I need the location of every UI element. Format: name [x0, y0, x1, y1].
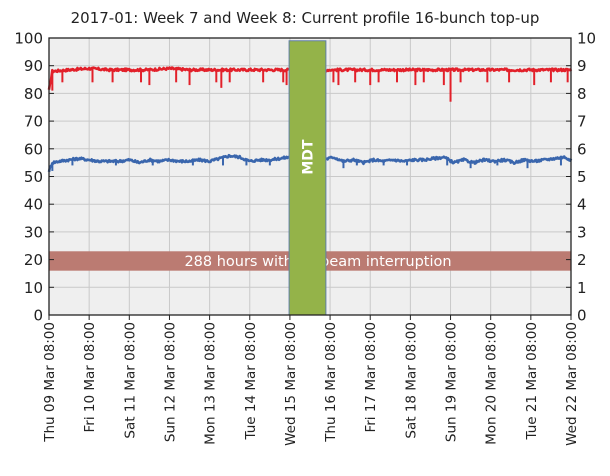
y-left-tick-label: 60: [24, 140, 43, 158]
x-tick-label: Fri 10 Mar 08:00: [82, 322, 98, 433]
y-left-tick-label: 20: [24, 251, 43, 269]
y-left-tick-label: 10: [24, 279, 43, 297]
x-tick-label: Mon 20 Mar 08:00: [484, 322, 500, 445]
x-tick-label: Sat 11 Mar 08:00: [122, 322, 138, 439]
y-left-tick-label: 100: [14, 30, 43, 48]
y-right-tick-label: 3: [577, 223, 587, 241]
x-tick-label: Sun 12 Mar 08:00: [162, 322, 178, 442]
y-left-tick-label: 70: [24, 113, 43, 131]
series-line-0: [47, 66, 573, 90]
x-tick-label: Tue 21 Mar 08:00: [524, 322, 540, 441]
y-left-tick-label: 80: [24, 85, 43, 103]
y-right-tick-label: 9: [577, 57, 587, 75]
y-right-tick-label: 8: [577, 85, 587, 103]
x-tick-label: Tue 14 Mar 08:00: [243, 322, 259, 441]
y-right-tick-label: 7: [577, 113, 587, 131]
x-tick-label: Mon 13 Mar 08:00: [203, 322, 219, 445]
y-right-tick-label: 0: [577, 307, 587, 325]
y-right-tick-label: 5: [577, 168, 587, 186]
x-tick-label: Fri 17 Mar 08:00: [363, 322, 379, 433]
series-line-1: [47, 153, 573, 173]
x-tick-label: Thu 16 Mar 08:00: [323, 322, 339, 443]
mdt-band: [288, 40, 327, 316]
x-axis: Thu 09 Mar 08:00 Fri 10 Mar 08:00 Sat 11 M…: [42, 315, 580, 446]
y-axis-right: 0 1 2 3 4 5 6 7 8 9 10: [566, 30, 596, 325]
y-left-tick-label: 50: [24, 168, 43, 186]
x-tick-label: Sat 18 Mar 08:00: [403, 322, 419, 439]
mdt-label: MDT: [300, 139, 316, 175]
y-right-tick-label: 6: [577, 140, 587, 158]
y-left-tick-label: 30: [24, 223, 43, 241]
y-left-tick-label: 40: [24, 196, 43, 214]
x-tick-label: Wed 15 Mar 08:00: [283, 322, 299, 446]
y-left-tick-label: 90: [24, 57, 43, 75]
y-right-tick-label: 4: [577, 196, 587, 214]
series-1: [47, 153, 573, 173]
y-right-tick-label: 1: [577, 279, 587, 297]
y-right-tick-label: 10: [577, 30, 596, 48]
series-0: [47, 66, 573, 102]
x-tick-label: Thu 09 Mar 08:00: [42, 322, 58, 443]
y-left-tick-label: 0: [33, 307, 43, 325]
series-layer: [47, 66, 573, 173]
chart-title: 2017-01: Week 7 and Week 8: Current prof…: [71, 9, 540, 27]
y-right-tick-label: 2: [577, 251, 587, 269]
y-axis-left: 0 10 20 30 40 50 60 70 80 90 100: [14, 30, 54, 325]
x-tick-label: Sun 19 Mar 08:00: [444, 322, 460, 442]
x-tick-label: Wed 22 Mar 08:00: [564, 322, 580, 446]
